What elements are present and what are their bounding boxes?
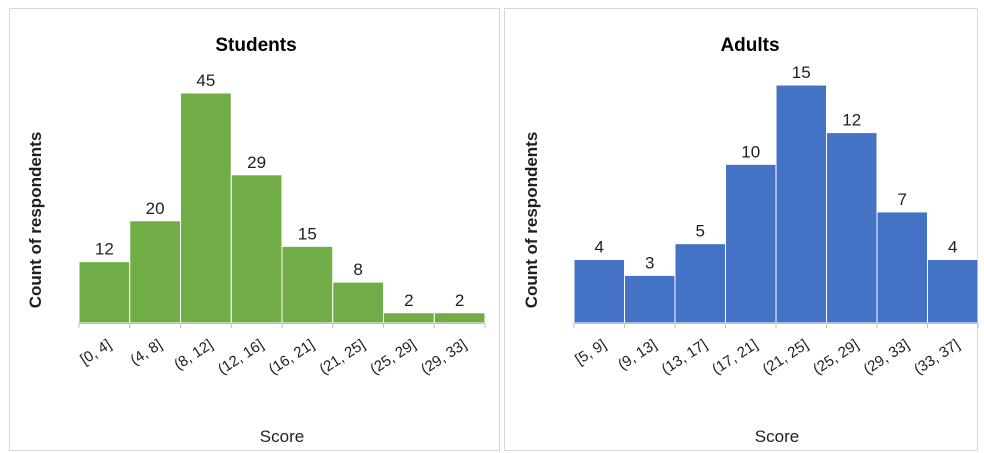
data-label: 7 — [898, 190, 907, 209]
chart-title: Adults — [720, 35, 779, 56]
x-tick-label: (4, 8] — [127, 336, 165, 369]
x-axis-label: Score — [755, 427, 799, 446]
data-label: 12 — [95, 240, 114, 259]
x-tick-label: (12, 16] — [215, 336, 267, 378]
data-label: 10 — [741, 142, 760, 161]
x-tick-label: (25, 29] — [367, 336, 419, 378]
data-label: 8 — [353, 260, 362, 279]
bar-5 — [281, 245, 334, 324]
bar-6 — [332, 281, 384, 324]
bar-group: 4 3 5 10 15 12 7 4 [5, 9] (9, 13](13, 17](17, 21]… — [572, 63, 979, 378]
bar-2 — [129, 220, 181, 324]
x-tick-label: (9, 13] — [615, 336, 660, 373]
x-tick-label: (13, 17] — [659, 336, 711, 378]
data-label: 12 — [842, 111, 861, 130]
x-tick-label: (29, 33] — [418, 336, 470, 378]
data-label: 2 — [455, 291, 464, 310]
bar-1 — [78, 261, 131, 324]
data-label: 15 — [792, 63, 811, 82]
bar-8 — [927, 259, 979, 324]
x-tick-label: (29, 33] — [861, 336, 913, 378]
bar-4 — [725, 163, 777, 324]
bar-7 — [876, 211, 928, 324]
y-axis-label: Count of respondents — [522, 132, 541, 309]
x-tick-label: [5, 9] — [572, 336, 609, 368]
x-tick-label: (8, 12] — [171, 336, 216, 373]
data-label: 45 — [196, 71, 215, 90]
students-chart-svg: Students Count of respondents Score 12 20… — [26, 35, 486, 446]
data-label: 5 — [696, 222, 705, 241]
data-label: 15 — [298, 224, 317, 243]
bar-8 — [433, 312, 486, 324]
bar-4 — [230, 174, 283, 324]
x-tick-label: (33, 37] — [911, 336, 963, 378]
bar-7 — [383, 312, 435, 324]
x-axis-label: Score — [260, 427, 304, 446]
bar-2 — [624, 274, 676, 324]
x-tick-label: (17, 21] — [709, 336, 761, 378]
students-chart-panel: Students Count of respondents Score 12 20… — [9, 8, 500, 451]
bar-6 — [826, 132, 878, 324]
x-tick-label: (25, 29] — [810, 336, 862, 378]
y-axis-label: Count of respondents — [26, 132, 45, 309]
data-label: 4 — [595, 238, 604, 257]
x-tick-label: [0, 4] — [77, 336, 114, 368]
data-label: 2 — [404, 291, 413, 310]
adults-chart-panel: Adults Count of respondents Score 4 3 5 10 1… — [504, 8, 979, 451]
bar-5 — [775, 84, 827, 324]
bar-3 — [674, 243, 726, 324]
chart-title: Students — [215, 35, 296, 56]
bar-1 — [573, 259, 625, 324]
bar-group: 12 20 45 29 15 8 2 2 [0, 4] (4, 8] (8, 12](12, 16]… — [77, 71, 486, 378]
x-tick-label: (21, 25] — [316, 336, 368, 378]
data-label: 29 — [247, 153, 266, 172]
x-tick-label: (16, 21] — [266, 336, 318, 378]
adults-chart-svg: Adults Count of respondents Score 4 3 5 10 1… — [522, 35, 979, 446]
data-label: 20 — [146, 199, 165, 218]
bar-3 — [180, 92, 232, 324]
x-tick-label: (21, 25] — [760, 336, 812, 378]
data-label: 4 — [948, 238, 957, 257]
data-label: 3 — [645, 253, 654, 272]
